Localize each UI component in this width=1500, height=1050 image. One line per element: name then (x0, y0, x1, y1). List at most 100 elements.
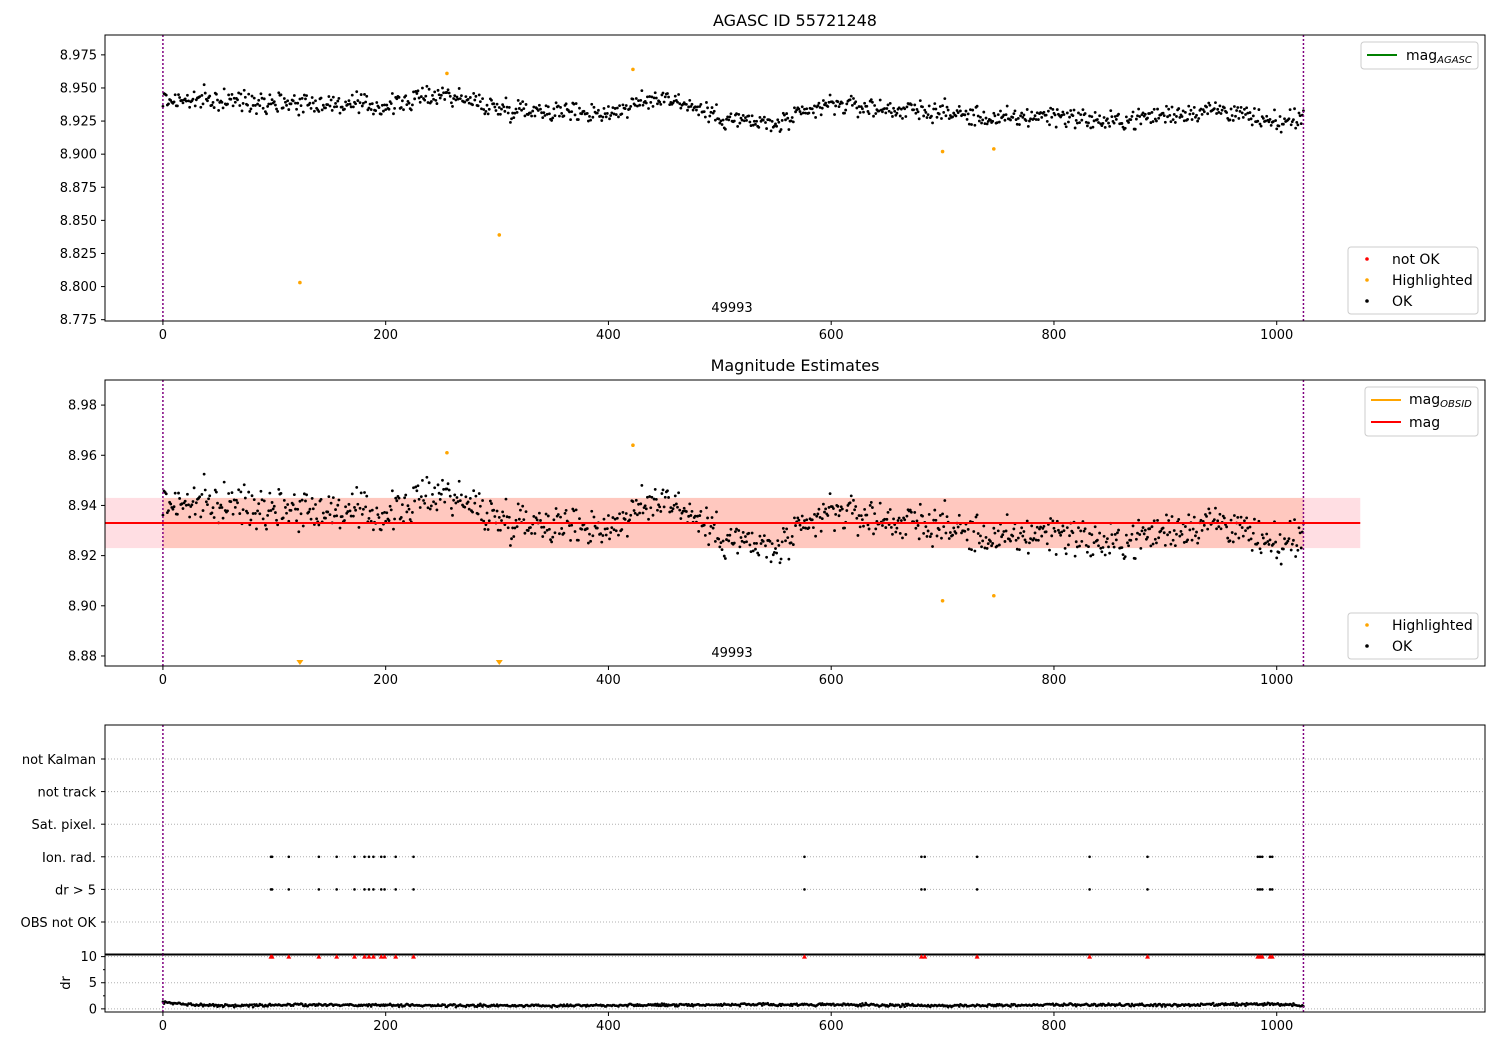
ok-point (263, 110, 267, 114)
flag-point (1258, 888, 1262, 891)
ok-point (477, 492, 481, 495)
ok-point (649, 506, 653, 510)
ok-point (1069, 109, 1073, 112)
ok-point (250, 494, 254, 498)
ok-point (1277, 551, 1281, 554)
ok-point (709, 524, 713, 528)
ok-point (1245, 516, 1249, 520)
ok-point (574, 102, 578, 105)
ok-point (362, 101, 365, 105)
ok-point (590, 102, 594, 106)
ok-point (426, 506, 430, 510)
flag-point (1270, 855, 1274, 859)
ok-point (1077, 111, 1080, 115)
ok-point (638, 103, 642, 107)
ok-point (972, 113, 976, 117)
ok-point (617, 533, 620, 537)
ok-point (562, 531, 566, 535)
ok-point (233, 100, 237, 104)
ok-point (1258, 547, 1262, 551)
ok-point (856, 115, 860, 119)
ok-point (242, 88, 246, 92)
ok-point (285, 103, 288, 107)
ok-point (1235, 109, 1239, 112)
ok-point (1064, 552, 1068, 556)
ok-point (355, 90, 359, 94)
flag-point (353, 855, 356, 859)
ok-point (1131, 110, 1135, 114)
ok-point (667, 95, 670, 99)
ok-point (1124, 115, 1128, 119)
ok-point (674, 502, 678, 506)
ok-point (1169, 542, 1173, 546)
ok-point (1044, 530, 1048, 534)
ok-point (1268, 538, 1272, 542)
ok-point (183, 97, 187, 101)
ok-point (933, 102, 937, 106)
ok-point (423, 501, 427, 505)
ok-point (610, 111, 614, 115)
ok-point (833, 113, 836, 116)
ok-point (426, 101, 430, 104)
ok-point (894, 530, 898, 534)
ok-point (783, 530, 786, 534)
ok-point (1166, 115, 1169, 119)
dr-point (859, 1004, 863, 1008)
ok-point (735, 527, 738, 531)
ok-point (837, 514, 841, 518)
ok-point (827, 100, 831, 104)
ok-point (467, 507, 471, 511)
ok-point (1055, 108, 1059, 111)
ok-point (368, 509, 372, 513)
ok-point (369, 108, 373, 111)
ok-point (416, 484, 420, 488)
dr-point (1211, 1001, 1215, 1005)
ok-point (178, 497, 182, 500)
ok-point (623, 107, 627, 110)
ok-point (629, 104, 633, 108)
ok-point (1189, 108, 1193, 112)
ok-point (613, 107, 617, 110)
ok-point (818, 106, 822, 109)
ok-point (582, 109, 586, 113)
ok-point (644, 101, 648, 105)
ok-point (241, 508, 245, 512)
ok-point (934, 107, 938, 111)
ok-point (1182, 541, 1186, 544)
ok-point (202, 83, 206, 87)
ok-point (246, 511, 249, 515)
ok-point (385, 511, 389, 515)
dr-ytick-label-1: 5 (89, 976, 97, 991)
ok-point (1127, 544, 1130, 548)
ok-point (986, 542, 990, 546)
ok-point (749, 124, 753, 127)
ok-point (813, 512, 816, 516)
ok-point (1162, 114, 1166, 117)
ok-point (1134, 537, 1138, 541)
ok-point (625, 534, 629, 538)
magnitude-axes-frame (104, 379, 1486, 667)
dr-point (760, 1004, 764, 1007)
ok-point (1032, 117, 1036, 121)
ok-point (1294, 555, 1298, 558)
ok-point (943, 97, 947, 101)
dr-point (1187, 1002, 1191, 1006)
ok-point (1299, 122, 1303, 126)
ok-point (721, 539, 725, 543)
ok-point (930, 114, 933, 118)
ok-point (1208, 511, 1212, 515)
ok-point (909, 103, 913, 107)
ok-point (504, 497, 508, 501)
ok-point (1186, 117, 1190, 121)
ok-point (1187, 104, 1191, 108)
ok-point (1139, 546, 1143, 550)
ok-point (252, 96, 256, 100)
ok-point (472, 92, 476, 95)
ok-point (370, 508, 374, 512)
ok-point (867, 112, 871, 116)
ok-point (1098, 531, 1102, 535)
ok-point (227, 492, 231, 495)
ok-point (698, 514, 702, 517)
ok-point (624, 512, 628, 515)
ok-point (229, 97, 233, 101)
